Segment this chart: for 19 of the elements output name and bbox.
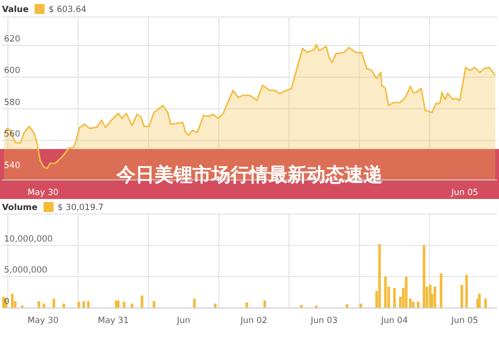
x-tick-label: May 30 xyxy=(27,316,59,326)
x-tick-label: Jun 05 xyxy=(450,316,478,326)
y-tick-label: 540 xyxy=(4,161,20,172)
x-tick-label: Jun 05 xyxy=(450,188,478,198)
x-tick-label: May 30 xyxy=(27,188,59,198)
x-tick-label: May 31 xyxy=(98,316,129,326)
text: $ 30,019.7 xyxy=(58,203,104,213)
x-tick-label: Jun xyxy=(176,316,190,326)
legend-label: Value xyxy=(2,5,29,15)
x-tick-label: Jun 04 xyxy=(380,316,408,326)
y-tick-label: 620 xyxy=(4,34,20,44)
y-tick-label: 10,000,000 xyxy=(4,234,53,244)
y-tick-label: 600 xyxy=(4,66,20,76)
text: $ 603.64 xyxy=(48,5,86,15)
x-tick-label: Jun 02 xyxy=(239,316,268,326)
legend-label: Volume xyxy=(2,203,38,213)
y-tick-label: 5,000,000 xyxy=(4,266,48,276)
y-tick-label: 580 xyxy=(4,98,20,108)
x-tick-label: Jun 03 xyxy=(310,316,338,326)
